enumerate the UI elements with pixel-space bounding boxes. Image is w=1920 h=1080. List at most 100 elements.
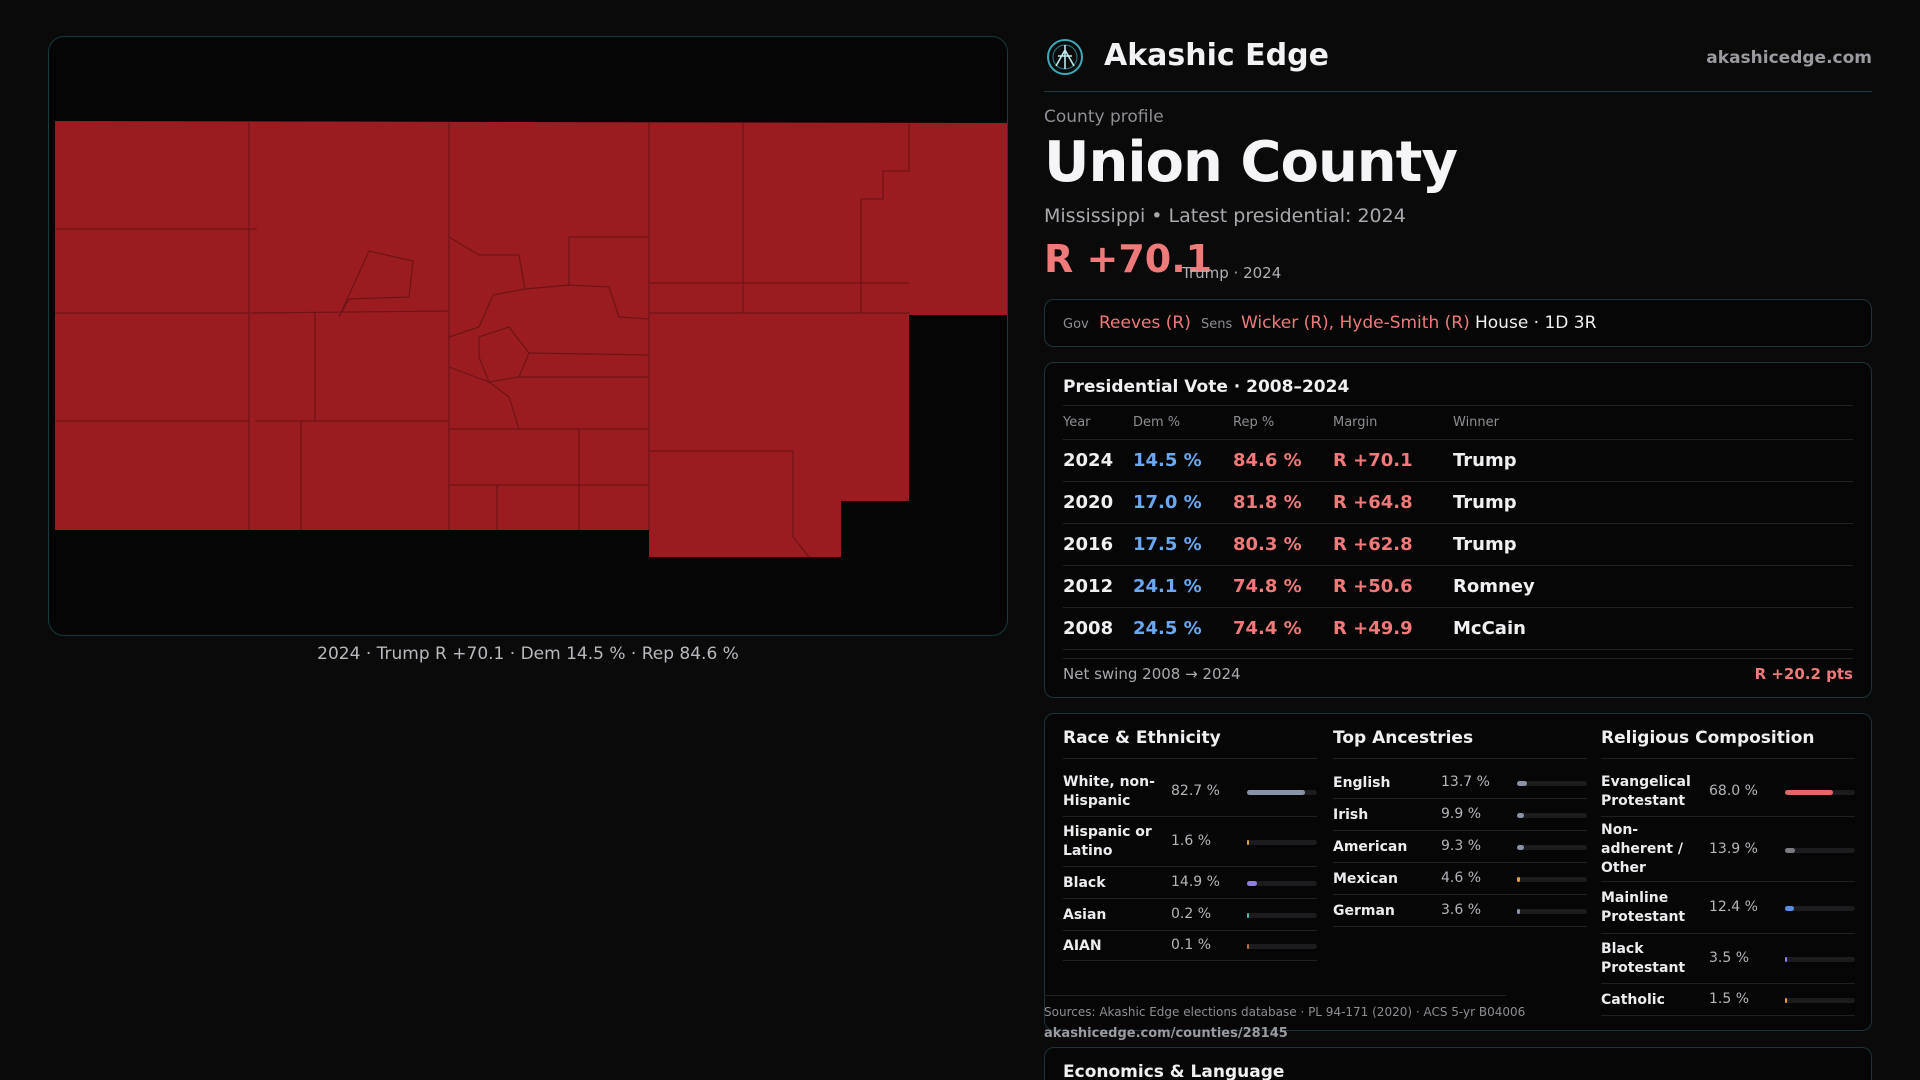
presidential-vote-title: Presidential Vote · 2008–2024 bbox=[1063, 377, 1350, 397]
religion-bar bbox=[1785, 906, 1855, 911]
row-margin: R +49.9 bbox=[1333, 618, 1413, 639]
race-row: White, non-Hispanic 82.7 % bbox=[1063, 767, 1317, 817]
ancestry-row: English 13.7 % bbox=[1333, 767, 1587, 799]
county-region bbox=[55, 121, 1007, 557]
religion-bar-fill bbox=[1785, 957, 1788, 962]
race-bar bbox=[1247, 790, 1317, 795]
ancestry-value: 13.7 % bbox=[1441, 774, 1490, 790]
col-header-dem: Dem % bbox=[1133, 415, 1181, 430]
county-map bbox=[55, 121, 1007, 558]
ancestry-title: Top Ancestries bbox=[1333, 728, 1474, 748]
religion-row: Evangelical Protestant 68.0 % bbox=[1601, 767, 1855, 817]
col-header-rep: Rep % bbox=[1233, 415, 1275, 430]
page-title: Union County bbox=[1044, 130, 1458, 195]
religion-value: 12.4 % bbox=[1709, 899, 1758, 915]
religion-row: Non-adherent / Other 13.9 % bbox=[1601, 817, 1855, 882]
race-bar bbox=[1247, 881, 1317, 886]
ancestry-bar bbox=[1517, 813, 1587, 818]
house-delegation: House · 1D 3R bbox=[1475, 313, 1597, 333]
ancestry-row: Mexican 4.6 % bbox=[1333, 863, 1587, 895]
ancestry-bar bbox=[1517, 781, 1587, 786]
col-header-year: Year bbox=[1063, 415, 1091, 430]
latest-margin: R +70.1 bbox=[1044, 237, 1213, 281]
row-year: 2012 bbox=[1063, 576, 1114, 597]
ancestry-bar bbox=[1517, 877, 1587, 882]
row-winner: Trump bbox=[1453, 492, 1517, 513]
row-winner: Romney bbox=[1453, 576, 1535, 597]
row-dem: 17.5 % bbox=[1133, 534, 1202, 555]
race-bar-fill bbox=[1247, 840, 1249, 845]
ancestry-value: 4.6 % bbox=[1441, 870, 1482, 886]
senators-label: Sens bbox=[1201, 317, 1233, 332]
ancestry-label: Irish bbox=[1333, 806, 1369, 823]
race-label: Black bbox=[1063, 874, 1106, 891]
ancestry-row: Irish 9.9 % bbox=[1333, 799, 1587, 831]
ancestry-label: English bbox=[1333, 774, 1391, 791]
row-year: 2020 bbox=[1063, 492, 1114, 513]
religion-label: Mainline Protestant bbox=[1601, 890, 1686, 925]
county-url-link[interactable]: akashicedge.com/counties/28145 bbox=[1044, 1026, 1288, 1041]
county-map-panel bbox=[48, 36, 1008, 636]
demographics-card: Race & Ethnicity Top Ancestries Religiou… bbox=[1044, 713, 1872, 1031]
table-row: 2024 14.5 % 84.6 % R +70.1 Trump bbox=[1063, 440, 1853, 482]
county-shapes bbox=[55, 121, 1007, 557]
row-rep: 74.8 % bbox=[1233, 576, 1302, 597]
ancestry-label: German bbox=[1333, 902, 1395, 919]
presidential-vote-card: Presidential Vote · 2008–2024 Year Dem %… bbox=[1044, 362, 1872, 698]
religion-bar-fill bbox=[1785, 906, 1794, 911]
religion-value: 13.9 % bbox=[1709, 840, 1758, 857]
brand-name[interactable]: Akashic Edge bbox=[1104, 38, 1329, 73]
ancestry-label: Mexican bbox=[1333, 870, 1398, 887]
row-winner: Trump bbox=[1453, 450, 1517, 471]
race-bar-fill bbox=[1247, 944, 1249, 949]
race-value: 14.9 % bbox=[1171, 874, 1220, 890]
table-row: 2016 17.5 % 80.3 % R +62.8 Trump bbox=[1063, 524, 1853, 566]
row-dem: 24.1 % bbox=[1133, 576, 1202, 597]
row-margin: R +64.8 bbox=[1333, 492, 1413, 513]
religion-label: Evangelical Protestant bbox=[1601, 774, 1691, 809]
religion-label: Black Protestant bbox=[1601, 941, 1686, 976]
religion-title: Religious Composition bbox=[1601, 728, 1815, 748]
net-swing-value: R +20.2 pts bbox=[1754, 665, 1853, 683]
table-row: 2008 24.5 % 74.4 % R +49.9 McCain bbox=[1063, 608, 1853, 650]
ancestry-bar-fill bbox=[1517, 781, 1527, 786]
officials-card: Gov Reeves (R) Sens Wicker (R), Hyde-Smi… bbox=[1044, 299, 1872, 347]
religion-label: Catholic bbox=[1601, 991, 1665, 1008]
divider bbox=[1044, 995, 1506, 996]
row-dem: 14.5 % bbox=[1133, 450, 1202, 471]
ancestry-label: American bbox=[1333, 838, 1408, 855]
col-header-winner: Winner bbox=[1453, 415, 1500, 430]
row-year: 2016 bbox=[1063, 534, 1114, 555]
akashic-edge-logo-icon[interactable] bbox=[1046, 38, 1084, 76]
row-year: 2008 bbox=[1063, 618, 1114, 639]
race-title: Race & Ethnicity bbox=[1063, 728, 1221, 748]
economics-card: Economics & Language bbox=[1044, 1047, 1872, 1080]
page-subtitle: Mississippi • Latest presidential: 2024 bbox=[1044, 205, 1406, 227]
page-kicker: County profile bbox=[1044, 107, 1164, 127]
row-rep: 80.3 % bbox=[1233, 534, 1302, 555]
ancestry-bar bbox=[1517, 845, 1587, 850]
site-link[interactable]: akashicedge.com bbox=[1706, 48, 1872, 68]
col-header-margin: Margin bbox=[1333, 415, 1378, 430]
site-header: Akashic Edge akashicedge.com bbox=[1044, 30, 1872, 92]
economics-title: Economics & Language bbox=[1063, 1062, 1285, 1080]
religion-bar bbox=[1785, 790, 1855, 795]
governor-name: Reeves (R) bbox=[1099, 313, 1191, 333]
religion-bar-fill bbox=[1785, 790, 1833, 795]
ancestry-row: American 9.3 % bbox=[1333, 831, 1587, 863]
race-label: Hispanic or Latino bbox=[1063, 824, 1152, 859]
religion-bar-fill bbox=[1785, 847, 1795, 853]
ancestry-value: 3.6 % bbox=[1441, 902, 1482, 918]
race-value: 82.7 % bbox=[1171, 783, 1220, 799]
religion-value: 68.0 % bbox=[1709, 783, 1758, 799]
religion-bar bbox=[1785, 847, 1855, 853]
ancestry-bar-fill bbox=[1517, 877, 1521, 882]
row-margin: R +50.6 bbox=[1333, 576, 1413, 597]
race-label: AIAN bbox=[1063, 937, 1102, 954]
row-rep: 74.4 % bbox=[1233, 618, 1302, 639]
row-rep: 84.6 % bbox=[1233, 450, 1302, 471]
row-winner: McCain bbox=[1453, 618, 1526, 639]
divider bbox=[1601, 758, 1855, 759]
sources-text: Sources: Akashic Edge elections database… bbox=[1044, 1005, 1526, 1019]
race-row: AIAN 0.1 % bbox=[1063, 931, 1317, 961]
